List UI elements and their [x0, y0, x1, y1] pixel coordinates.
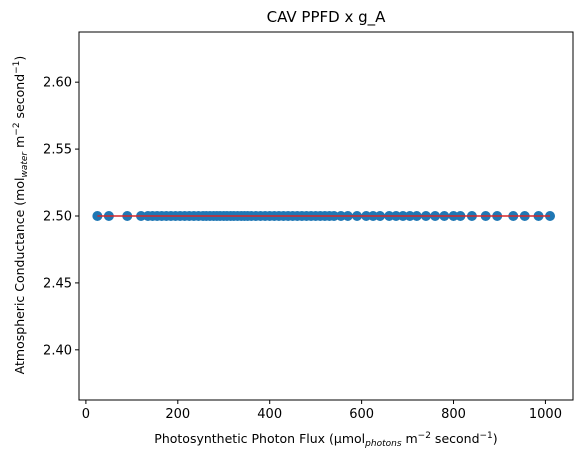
- x-tick-label: 0: [82, 407, 90, 422]
- y-axis-label-mid: m: [12, 136, 27, 152]
- x-axis-label: Photosynthetic Photon Flux (µmolphotons …: [154, 431, 497, 449]
- chart-title: CAV PPFD x g_A: [267, 8, 387, 27]
- x-axis-label-mid2: second: [431, 431, 480, 446]
- x-axis-label-sup2: −1: [480, 431, 493, 441]
- y-axis-label: Atmospheric Conductance (molwater m−2 se…: [12, 56, 30, 375]
- y-tick-label: 2.60: [43, 76, 72, 91]
- x-axis-label-sup1: −2: [418, 431, 431, 441]
- x-tick-label: 800: [441, 407, 466, 422]
- y-axis-label-suffix: ): [12, 56, 27, 61]
- x-axis-label-prefix: Photosynthetic Photon Flux (µmol: [154, 431, 365, 446]
- x-tick-label: 400: [257, 407, 282, 422]
- x-axis-label-suffix: ): [493, 431, 498, 446]
- x-tick-label: 600: [349, 407, 374, 422]
- y-axis-label-prefix: Atmospheric Conductance (mol: [12, 178, 27, 375]
- x-tick-label: 200: [165, 407, 190, 422]
- y-tick-label: 2.50: [43, 210, 72, 225]
- y-axis-label-mid2: second: [12, 74, 27, 123]
- y-tick-label: 2.45: [43, 276, 72, 291]
- y-tick-label: 2.55: [43, 143, 72, 158]
- data-point: [92, 211, 103, 221]
- y-axis-label-sup1: −2: [12, 122, 22, 135]
- x-axis-label-sub: photons: [364, 439, 402, 449]
- x-axis-label-mid: m: [402, 431, 418, 446]
- y-axis-label-sup2: −1: [12, 61, 22, 74]
- y-axis-ticks: 2.40 2.45 2.50 2.55 2.60: [43, 76, 79, 358]
- y-tick-label: 2.40: [43, 343, 72, 358]
- y-axis-label-sub: water: [20, 151, 30, 178]
- x-tick-label: 1000: [529, 407, 562, 422]
- x-axis-ticks: 0 200 400 600 800 1000: [82, 400, 562, 422]
